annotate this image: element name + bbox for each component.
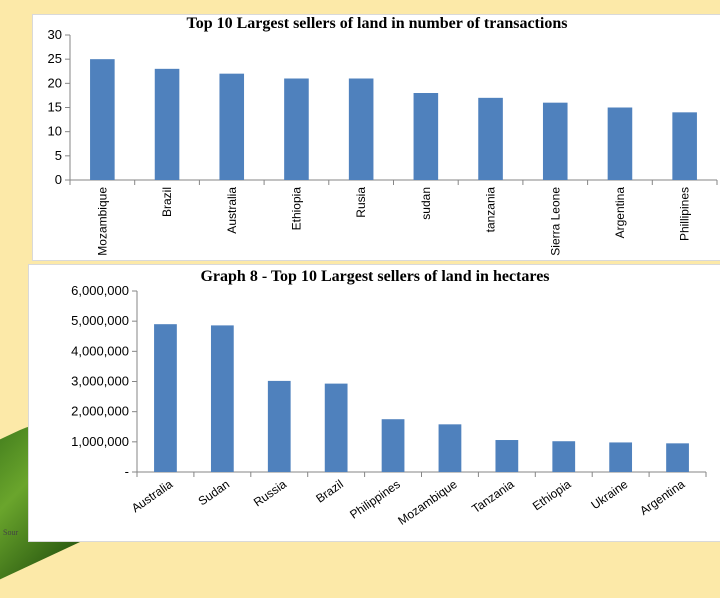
x-category-label: Sudan	[196, 477, 232, 508]
y-tick-label: 15	[48, 100, 62, 115]
bar-mozambique	[90, 59, 115, 180]
bar-australia	[219, 73, 245, 180]
x-category-label: Philippines	[347, 477, 403, 522]
y-tick-label: 3,000,000	[71, 374, 129, 389]
bar-ethiopia	[552, 441, 576, 472]
chart-transactions-panel: Top 10 Largest sellers of land in number…	[32, 14, 720, 261]
bar-russia	[267, 380, 291, 472]
y-tick-label: 1,000,000	[71, 434, 129, 449]
x-category-label: Australia	[225, 187, 239, 234]
y-tick-label: -	[125, 464, 129, 479]
bar-australia	[154, 324, 177, 472]
bar-brazil	[324, 383, 348, 472]
y-tick-label: 2,000,000	[71, 404, 129, 419]
x-category-label: Rusia	[354, 187, 368, 218]
y-tick-label: 5,000,000	[71, 313, 129, 328]
bar-rusia	[348, 78, 374, 180]
bar-sudan	[413, 93, 439, 180]
bar-sierra-leone	[542, 102, 568, 180]
chart-hectares-panel: Graph 8 - Top 10 Largest sellers of land…	[28, 264, 720, 542]
source-note: Sour	[3, 528, 19, 537]
chart-hectares: - 1,000,000 2,000,000 3,000,000 4,000,000 5,0…	[71, 283, 707, 528]
x-category-label: Argentina	[637, 477, 687, 518]
chart-title-transactions: Top 10 Largest sellers of land in number…	[186, 15, 568, 32]
y-tick-label: 20	[48, 75, 62, 90]
y-tick-label: 25	[48, 51, 62, 66]
x-category-label: Sierra Leone	[548, 187, 562, 256]
bar-phillipines	[672, 112, 697, 180]
bar-ethiopia	[284, 78, 309, 180]
x-category-label: Ukraine	[588, 477, 630, 512]
bar-ukraine	[609, 442, 633, 472]
x-category-label: Mozambique	[95, 187, 109, 256]
chart-transactions: 0 5 10 15 20 25 30 Mozambique Brazil Australia Eth…	[48, 27, 718, 256]
y-tick-label: 10	[48, 124, 62, 139]
chart-title-hectares: Graph 8 - Top 10 Largest sellers of land…	[200, 268, 550, 285]
x-category-label: tanzania	[484, 187, 498, 233]
x-category-label: Australia	[129, 477, 176, 515]
y-tick-label: 5	[55, 148, 62, 163]
x-category-label: Russia	[251, 477, 289, 510]
bar-philippines	[381, 419, 405, 472]
x-category-label: Brazil	[313, 477, 346, 506]
y-tick-label: 6,000,000	[71, 283, 129, 298]
bar-tanzania	[478, 97, 503, 180]
x-category-label: Phillipines	[678, 187, 692, 241]
x-category-label: Argentina	[613, 187, 627, 239]
bar-tanzania	[495, 440, 519, 472]
y-tick-label: 30	[48, 27, 62, 42]
x-category-label: Ethiopia	[289, 187, 303, 231]
bar-argentina	[666, 443, 689, 472]
bar-argentina	[607, 107, 633, 180]
x-category-label: Mozambique	[395, 477, 460, 528]
bar-brazil	[154, 68, 180, 180]
y-tick-label: 4,000,000	[71, 343, 129, 358]
bar-sudan	[210, 325, 234, 472]
x-category-label: Tanzania	[469, 477, 517, 516]
x-category-label: sudan	[419, 187, 433, 220]
y-tick-label: 0	[55, 172, 62, 187]
x-category-label: Ethiopia	[530, 477, 574, 514]
bar-mozambique	[438, 424, 462, 472]
x-category-label: Brazil	[160, 187, 174, 217]
